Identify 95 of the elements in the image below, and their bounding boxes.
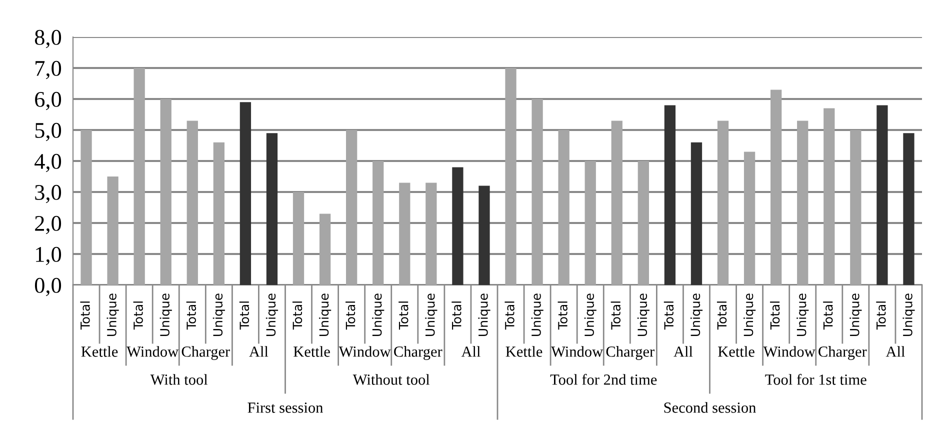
text: Tool for 1st time [765,374,866,385]
bar [319,214,331,285]
bar [292,192,304,285]
x-tick-label: Total [664,302,674,330]
x-tick-label: Total [346,302,356,330]
x-tick-label: Unique [478,294,490,336]
bar [638,161,649,285]
text: Kettle [294,346,330,357]
x-tick-label: Total [239,302,250,330]
x-tick-label: Total [504,302,514,330]
bar [717,120,729,285]
bar [452,167,464,285]
bar [532,99,543,285]
bar [664,105,676,285]
x-tick-label: Unique [850,294,862,336]
bar [505,68,516,285]
bar [611,120,622,285]
x-tick-label: Total [186,302,196,330]
bar [903,133,914,285]
text: Tool for 2nd time [550,374,657,385]
bar [372,161,384,285]
x-tick-label: Unique [160,294,172,336]
text: Charger [818,346,867,360]
bar [266,133,278,285]
bar [186,120,198,285]
text: All [886,346,905,357]
text: Charger [182,346,230,360]
bar [240,102,252,285]
x-tick-label: Unique [372,294,384,336]
x-tick-label: Total [133,302,143,330]
x-tick-label: Unique [796,294,809,336]
text: Window [551,346,604,357]
x-tick-label: Unique [902,294,915,336]
y-tick-label: 4,0 [34,154,62,172]
text: Without tool [352,374,430,385]
x-tick-label: Total [292,302,302,330]
x-tick-label: Unique [106,294,119,336]
x-tick-label: Unique [212,294,225,336]
text: Window [763,346,816,357]
bar [346,130,358,285]
bar [160,99,172,285]
text: Second session [664,402,756,413]
x-tick-label: Unique [531,294,544,336]
bar [399,182,410,285]
x-tick-label: Unique [425,294,438,336]
x-tick-label: Total [452,302,462,330]
x-tick-label: Total [80,302,90,330]
bar [134,68,145,285]
y-tick-label: 1,0 [36,246,62,266]
bar [80,130,92,285]
x-tick-label: Unique [637,294,650,336]
y-tick-label: 6,0 [35,92,62,110]
bar [426,182,437,285]
bar [584,161,596,285]
text: Kettle [506,346,542,357]
bar [824,108,835,285]
x-tick-label: Unique [584,294,596,336]
x-tick-label: Unique [690,294,703,336]
x-tick-label: Unique [744,294,756,336]
y-tick-label: 7,0 [36,60,62,80]
bar [850,130,862,285]
y-tick-label: 0,0 [34,278,62,296]
bar [213,142,224,285]
text: All [674,346,693,357]
x-tick-label: Total [823,302,833,330]
text: With tool [150,374,208,385]
x-tick-label: Total [770,302,780,330]
bar [770,90,782,285]
text: Charger [606,346,654,360]
bar [107,176,118,285]
text: All [249,346,268,357]
text: All [461,346,480,357]
x-tick-label: Unique [319,294,332,336]
y-tick-label: 3,0 [35,184,62,204]
text: First session [248,402,324,413]
bar [690,142,702,285]
x-tick-label: Total [558,302,568,330]
y-tick-label: 8,0 [34,30,62,48]
bar [797,120,808,285]
text: Kettle [718,346,754,357]
text: Window [126,346,179,357]
bar [478,186,490,285]
x-tick-label: Unique [266,294,278,336]
bar [558,130,570,285]
text: Window [338,346,391,357]
y-tick-label: 5,0 [35,122,62,142]
text: Charger [394,346,442,360]
x-tick-label: Total [716,302,727,330]
bar [876,105,888,285]
x-tick-label: Total [876,302,886,330]
x-tick-label: Total [610,302,621,330]
x-tick-label: Total [398,302,408,330]
text: Kettle [81,346,118,357]
bar [744,152,756,285]
y-tick-label: 2,0 [35,216,62,234]
